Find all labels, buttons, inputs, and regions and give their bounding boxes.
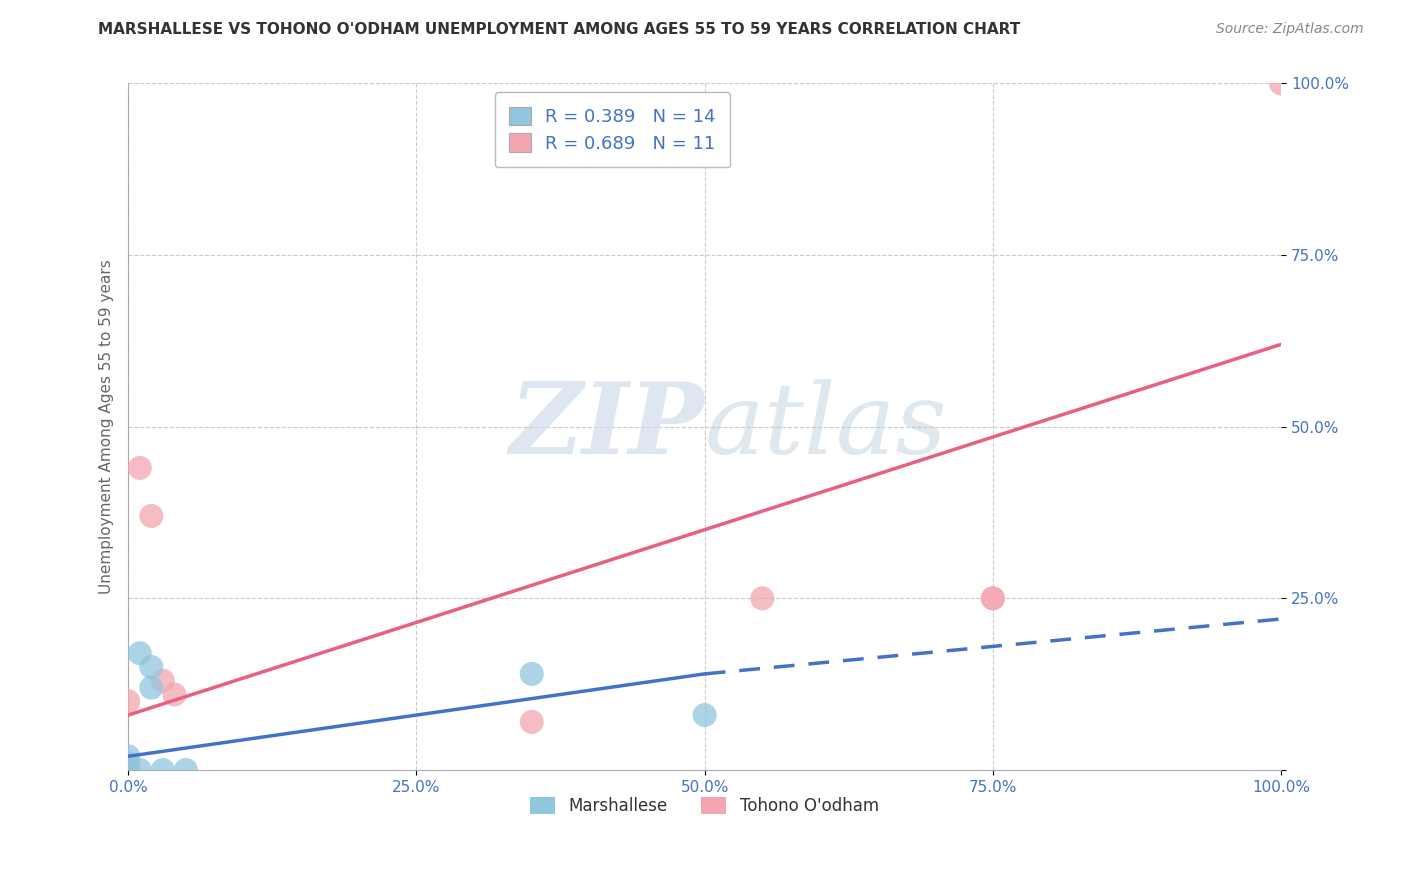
Point <box>128 646 150 660</box>
Point <box>163 688 186 702</box>
Point <box>152 763 174 777</box>
Point <box>174 763 197 777</box>
Point <box>520 666 543 681</box>
Y-axis label: Unemployment Among Ages 55 to 59 years: Unemployment Among Ages 55 to 59 years <box>100 260 114 594</box>
Text: MARSHALLESE VS TOHONO O'ODHAM UNEMPLOYMENT AMONG AGES 55 TO 59 YEARS CORRELATION: MARSHALLESE VS TOHONO O'ODHAM UNEMPLOYME… <box>98 22 1021 37</box>
Point <box>751 591 773 606</box>
Text: atlas: atlas <box>704 379 948 475</box>
Text: Source: ZipAtlas.com: Source: ZipAtlas.com <box>1216 22 1364 37</box>
Point <box>520 714 543 729</box>
Point <box>128 461 150 475</box>
Point <box>141 660 163 674</box>
Point <box>117 763 139 777</box>
Point <box>117 763 139 777</box>
Point <box>117 694 139 708</box>
Point <box>1270 77 1292 91</box>
Point <box>981 591 1004 606</box>
Legend: Marshallese, Tohono O'odham: Marshallese, Tohono O'odham <box>522 789 887 823</box>
Point <box>141 508 163 523</box>
Point <box>117 763 139 777</box>
Point <box>117 756 139 771</box>
Point <box>117 763 139 777</box>
Point <box>117 763 139 777</box>
Point <box>117 749 139 764</box>
Point <box>693 708 716 723</box>
Point <box>981 591 1004 606</box>
Point <box>141 681 163 695</box>
Point <box>128 763 150 777</box>
Text: ZIP: ZIP <box>509 378 704 475</box>
Point <box>152 673 174 688</box>
